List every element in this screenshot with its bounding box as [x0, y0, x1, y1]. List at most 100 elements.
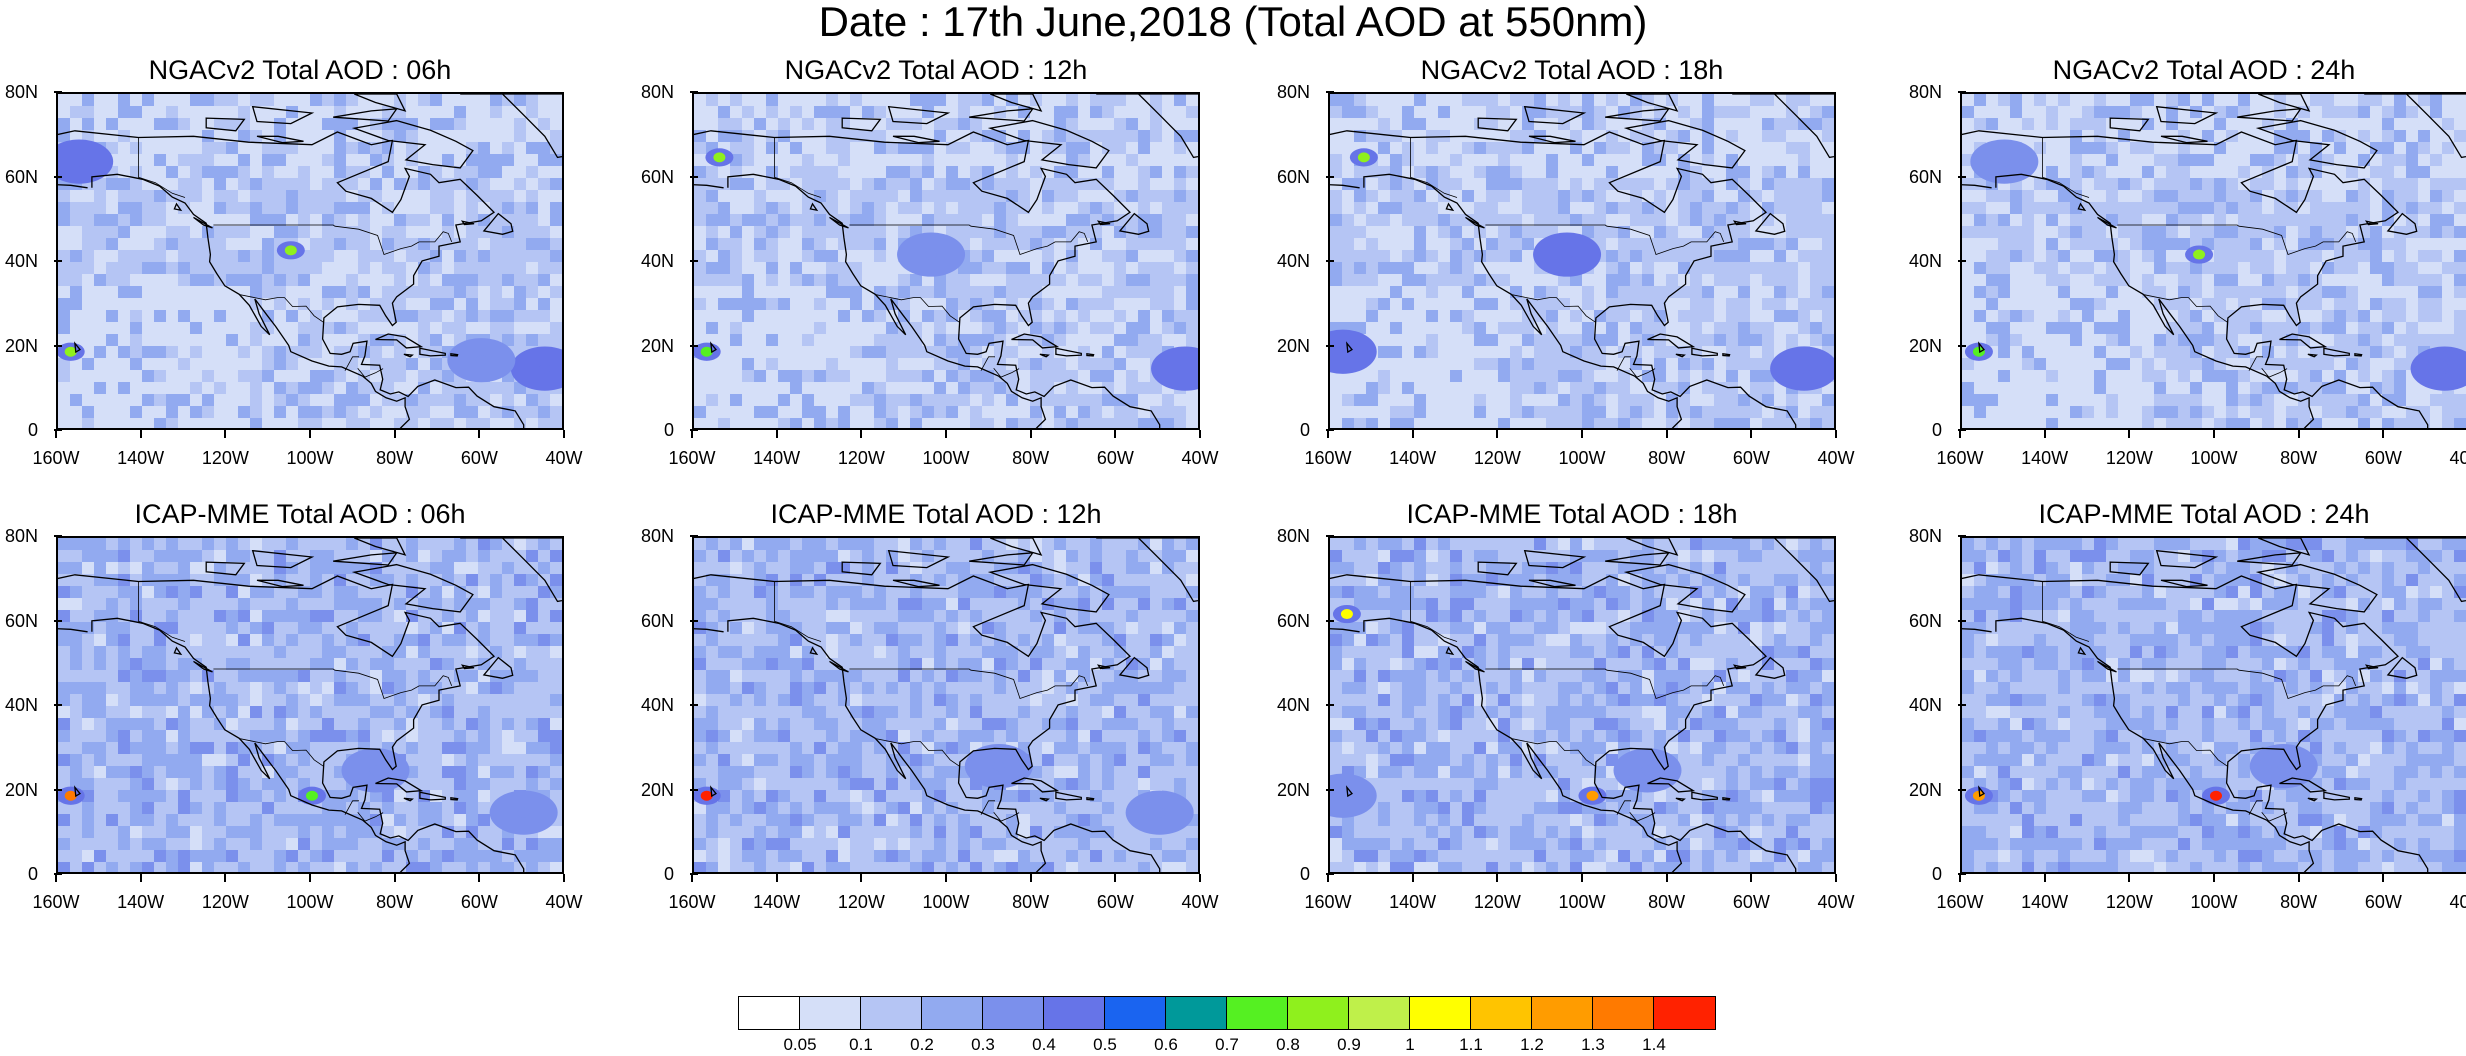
aod-cell [1102, 382, 1114, 394]
aod-cell [1126, 262, 1138, 274]
aod-cell [2394, 286, 2406, 298]
aod-cell [1414, 358, 1426, 370]
aod-cell [454, 154, 466, 166]
aod-cell [2382, 286, 2394, 298]
aod-cell [1474, 118, 1486, 130]
aod-cell [982, 418, 994, 428]
aod-cell [910, 178, 922, 190]
aod-cell [1726, 298, 1738, 310]
aod-cell [1186, 262, 1198, 274]
aod-cell [1006, 214, 1018, 226]
aod-cell [1198, 358, 1200, 370]
aod-cell [1834, 106, 1836, 118]
aod-cell [1998, 190, 2010, 202]
aod-cell [1750, 346, 1762, 358]
aod-cell [1582, 154, 1594, 166]
aod-cell [826, 334, 838, 346]
aod-cell [1042, 310, 1054, 322]
aod-cell [274, 298, 286, 310]
aod-cell [1450, 226, 1462, 238]
aod-cell [2250, 142, 2262, 154]
aod-cell [1606, 214, 1618, 226]
aod-cell [862, 334, 874, 346]
aod-cell [1834, 310, 1836, 322]
aod-cell [1042, 106, 1054, 118]
aod-cell [1462, 94, 1474, 106]
aod-heatmap [694, 94, 1200, 428]
aod-cell [2238, 310, 2250, 322]
aod-cell [202, 274, 214, 286]
aod-cell [718, 418, 730, 428]
aod-cell [934, 334, 946, 346]
aod-cell [1402, 250, 1414, 262]
aod-cell [142, 130, 154, 142]
aod-cell [430, 226, 442, 238]
aod-cell [214, 406, 226, 418]
aod-cell [1462, 370, 1474, 382]
aod-cell [2286, 418, 2298, 428]
aod-cell [550, 190, 562, 202]
aod-cell [358, 214, 370, 226]
aod-cell [538, 178, 550, 190]
aod-cell [1354, 406, 1366, 418]
aod-cell [1450, 382, 1462, 394]
aod-cell [2322, 370, 2334, 382]
aod-cell [310, 346, 322, 358]
aod-cell [826, 394, 838, 406]
aod-cell [2274, 382, 2286, 394]
aod-cell [898, 118, 910, 130]
aod-cell [1642, 106, 1654, 118]
aod-cell [526, 130, 538, 142]
aod-cell [2214, 250, 2226, 262]
aod-cell [334, 382, 346, 394]
aod-cell [2370, 202, 2382, 214]
aod-cell [2118, 298, 2130, 310]
aod-cell [322, 322, 334, 334]
aod-cell [922, 202, 934, 214]
aod-cell [898, 370, 910, 382]
aod-cell [1030, 142, 1042, 154]
aod-cell [70, 370, 82, 382]
aod-cell [1174, 226, 1186, 238]
aod-cell [1750, 190, 1762, 202]
aod-cell [1666, 238, 1678, 250]
aod-cell [526, 274, 538, 286]
aod-cell [70, 286, 82, 298]
aod-cell [814, 166, 826, 178]
aod-cell [214, 178, 226, 190]
aod-cell [2166, 214, 2178, 226]
aod-cell [694, 214, 706, 226]
aod-cell [766, 130, 778, 142]
aod-cell [370, 262, 382, 274]
aod-cell [1510, 358, 1522, 370]
aod-cell [2322, 262, 2334, 274]
aod-cell [346, 394, 358, 406]
aod-cell [2178, 394, 2190, 406]
aod-cell [1534, 154, 1546, 166]
aod-cell [1438, 214, 1450, 226]
aod-cell [1726, 262, 1738, 274]
aod-cell [874, 298, 886, 310]
aod-cell [994, 286, 1006, 298]
aod-cell [1330, 250, 1342, 262]
aod-cell [1798, 142, 1810, 154]
aod-cell [694, 118, 706, 130]
aod-cell [1570, 214, 1582, 226]
aod-cell [778, 190, 790, 202]
aod-cell [1962, 178, 1974, 190]
aod-cell [70, 298, 82, 310]
aod-cell [2214, 130, 2226, 142]
aod-cell [1666, 214, 1678, 226]
aod-cell [2082, 238, 2094, 250]
aod-cell [2058, 154, 2070, 166]
aod-cell [754, 406, 766, 418]
aod-cell [862, 238, 874, 250]
aod-cell [1834, 214, 1836, 226]
aod-cell [2106, 370, 2118, 382]
aod-cell [2322, 310, 2334, 322]
aod-cell [886, 334, 898, 346]
aod-cell [2226, 238, 2238, 250]
aod-cell [1498, 262, 1510, 274]
aod-cell [1582, 118, 1594, 130]
aod-cell [2298, 178, 2310, 190]
